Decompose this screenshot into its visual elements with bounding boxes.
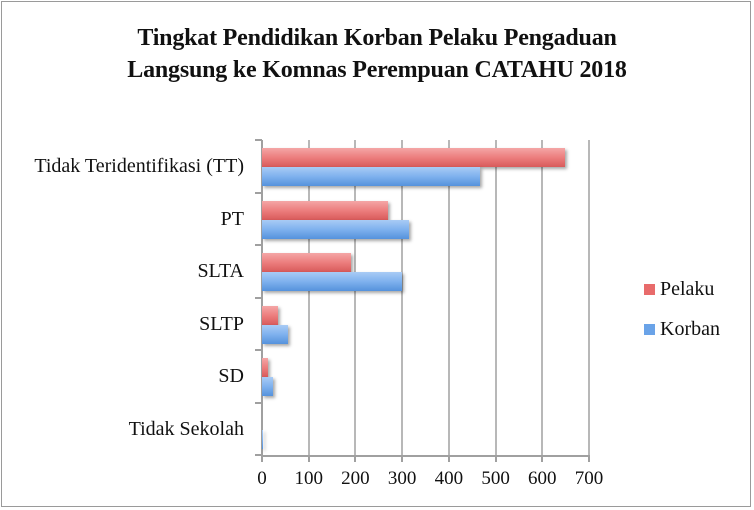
bar-pelaku — [262, 358, 268, 377]
x-axis-tick — [401, 455, 404, 462]
bar-korban — [262, 167, 481, 186]
x-axis-tick-label: 200 — [341, 468, 370, 489]
x-axis-tick — [541, 455, 544, 462]
legend-label-korban: Korban — [660, 318, 720, 340]
x-axis-tick-label: 0 — [257, 468, 267, 489]
x-axis-tick — [261, 455, 263, 462]
bar-korban — [262, 377, 274, 396]
gridline — [447, 140, 450, 455]
chart-title: Tingkat Pendidikan Korban Pelaku Pengadu… — [0, 22, 754, 86]
x-axis-tick — [588, 455, 590, 462]
bar-korban — [262, 429, 263, 449]
x-axis-tick — [494, 455, 497, 462]
bar-pelaku — [262, 200, 389, 220]
y-axis-tick — [255, 401, 262, 404]
x-axis-tick-label: 700 — [574, 468, 604, 489]
y-axis-tick — [255, 139, 262, 141]
bar-korban — [262, 219, 410, 239]
bar-pelaku — [262, 253, 352, 272]
x-axis-tick-label: 100 — [294, 468, 323, 489]
bar-pelaku — [262, 305, 278, 325]
gridline — [541, 140, 544, 455]
y-axis-tick — [255, 296, 262, 299]
x-axis-tick — [307, 455, 310, 462]
gridline — [588, 140, 590, 455]
chart-title-line-1: Tingkat Pendidikan Korban Pelaku Pengadu… — [137, 25, 617, 51]
plot-area — [255, 139, 590, 462]
y-axis-tick — [255, 244, 262, 246]
y-axis-line — [261, 140, 263, 455]
x-axis-tick-label: 600 — [528, 468, 557, 489]
gridline — [401, 140, 404, 455]
x-axis-tick — [354, 455, 357, 462]
x-axis-tick — [447, 455, 450, 462]
category-label: SLTP — [199, 312, 244, 335]
x-axis-tick-label: 300 — [387, 468, 417, 489]
gridline — [307, 140, 310, 455]
y-axis-tick — [255, 349, 262, 351]
x-axis-tick-label: 500 — [481, 468, 510, 489]
legend-swatch-korban — [644, 324, 655, 335]
chart-title-line-2: Langsung ke Komnas Perempuan CATAHU 2018 — [127, 57, 627, 83]
category-label: SLTA — [197, 260, 244, 283]
y-axis-tick — [255, 454, 262, 456]
gridline — [494, 140, 497, 455]
bar-korban — [262, 272, 403, 291]
category-label: SD — [218, 365, 244, 388]
category-label: PT — [220, 207, 244, 230]
x-axis-line — [262, 455, 589, 457]
bar-korban — [262, 324, 289, 344]
gridline — [354, 140, 357, 455]
y-axis-tick — [255, 191, 262, 194]
legend-label-pelaku: Pelaku — [660, 278, 715, 300]
category-label: Tidak Teridentifikasi (TT) — [34, 155, 244, 178]
legend-swatch-pelaku — [644, 284, 655, 295]
bar-pelaku — [262, 148, 566, 167]
x-axis-tick-label: 400 — [434, 468, 464, 489]
category-label: Tidak Sekolah — [128, 417, 244, 440]
